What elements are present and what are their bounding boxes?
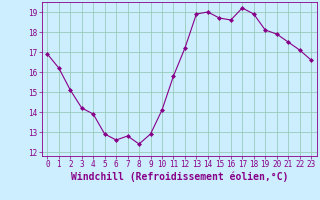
X-axis label: Windchill (Refroidissement éolien,°C): Windchill (Refroidissement éolien,°C): [70, 172, 288, 182]
